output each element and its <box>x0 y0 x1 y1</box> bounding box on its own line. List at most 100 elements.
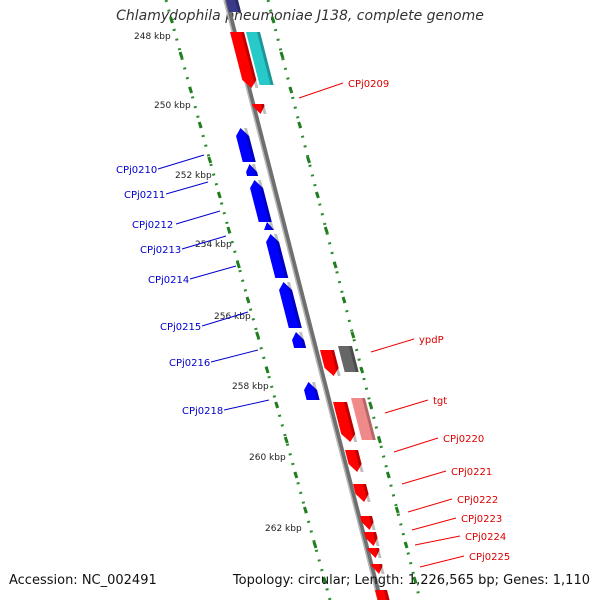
gene-arrow-forward-shade <box>379 564 385 574</box>
gene-label: CPj0221 <box>451 467 492 478</box>
gene-label: CPj0216 <box>169 358 210 369</box>
ruler-label-260: 260 kbp <box>249 453 286 463</box>
gene-arrow-forward-shade <box>261 104 267 114</box>
tick-mark <box>385 471 391 479</box>
gene-arrow-reverse-shade <box>274 234 289 278</box>
gene-arrow-forward-shade <box>363 484 371 502</box>
tick-mark <box>236 261 241 269</box>
tick-mark <box>306 156 311 164</box>
gene-arrow-forward-shade <box>376 548 382 558</box>
gene-features <box>226 0 390 600</box>
map-title: Chlamydophila pneumoniae J138, complete … <box>116 8 484 24</box>
gene-label: CPj0218 <box>182 406 223 417</box>
gene-arrow-reverse <box>304 382 320 400</box>
tick-mark <box>293 471 299 479</box>
tick-mark <box>314 191 320 199</box>
genome-summary-text: Topology: circular; Length: 1,226,565 bp… <box>232 573 590 588</box>
tick-mark <box>403 541 409 549</box>
tick-mark <box>283 436 289 444</box>
tick-mark <box>245 296 251 304</box>
feature-top-navy-shade <box>235 0 242 12</box>
tick-mark <box>226 226 232 234</box>
gene-arrow-forward <box>371 564 383 574</box>
gene-arrow-reverse-shade <box>312 382 320 400</box>
gene-arrow-forward-shade <box>384 590 390 600</box>
ruler-label-250: 250 kbp <box>154 101 191 111</box>
gene-label: CPj0211 <box>124 190 165 201</box>
tick-mark <box>274 401 280 409</box>
gene-label: CPj0210 <box>116 165 157 176</box>
gene-label: tgt <box>433 396 447 407</box>
gene-label: CPj0224 <box>465 532 506 543</box>
accession-text: Accession: NC_002491 <box>9 573 157 588</box>
gene-arrow-forward-shade <box>344 402 358 442</box>
gene-label: CPj0209 <box>348 79 389 90</box>
gene-arrow-reverse <box>246 164 259 176</box>
ruler-label-252: 252 kbp <box>175 171 212 181</box>
tick-mark <box>312 541 318 549</box>
tick-mark <box>197 121 203 129</box>
gene-arrow-reverse <box>264 222 275 230</box>
gene-label: CPj0222 <box>457 495 498 506</box>
gene-leader-lines <box>157 82 465 568</box>
gene-label: CPj0223 <box>461 514 502 525</box>
genome-backbone <box>223 0 383 600</box>
gene-arrow-reverse-shade <box>244 128 256 162</box>
gene-arrow-forward <box>364 532 378 546</box>
feature-top-navy <box>226 0 242 12</box>
feature-gray <box>338 346 359 372</box>
tick-mark <box>359 366 365 374</box>
tick-mark <box>178 51 184 59</box>
tick-mark <box>169 16 174 24</box>
gene-arrow-forward-shade <box>355 450 364 472</box>
tick-mark <box>377 436 382 444</box>
gene-labels-forward: CPj0209 ypdP tgt CPj0220 CPj0221 CPj0222… <box>348 79 510 563</box>
ruler-label-258: 258 kbp <box>232 382 269 392</box>
tick-mark <box>255 331 260 339</box>
tick-mark <box>288 86 294 94</box>
tick-mark <box>216 191 222 199</box>
gene-arrow-reverse-shade <box>299 332 307 348</box>
tick-mark <box>188 86 194 94</box>
gene-arrow-reverse <box>279 282 302 328</box>
tick-mark <box>279 51 285 59</box>
gene-arrow-forward-shade <box>369 516 376 530</box>
gene-label: CPj0214 <box>148 275 189 286</box>
tick-mark <box>264 366 270 374</box>
tick-mark <box>302 506 308 514</box>
gene-arrow-forward <box>345 450 362 472</box>
feature-faded <box>351 398 376 440</box>
gene-arrow-forward <box>333 402 356 442</box>
gene-label: CPj0213 <box>140 245 181 256</box>
gene-label: ypdP <box>419 335 444 346</box>
gene-arrow-forward-shade <box>331 350 341 376</box>
tick-mark <box>297 121 303 129</box>
gene-arrow-reverse <box>250 180 272 222</box>
gene-arrow-forward <box>353 484 369 502</box>
gene-arrow-cyan-shade <box>257 32 274 85</box>
gene-arrow-forward-shade <box>373 532 380 546</box>
gene-arrow-cyan <box>246 32 274 85</box>
gene-label: CPj0215 <box>160 322 201 333</box>
tick-mark <box>332 261 338 269</box>
tick-mark <box>207 156 213 164</box>
ruler-label-248: 248 kbp <box>134 32 171 42</box>
tick-mark <box>322 576 327 584</box>
tick-mark <box>394 506 400 514</box>
ruler-label-254: 254 kbp <box>195 240 232 250</box>
tick-mark <box>350 331 356 339</box>
tick-mark <box>412 576 418 584</box>
gene-arrow-reverse-shade <box>287 282 302 328</box>
tick-mark <box>323 226 329 234</box>
feature-faded-shade <box>362 398 376 440</box>
gene-arrow-reverse-shade <box>269 222 275 230</box>
gene-arrow-forward <box>320 350 339 376</box>
gene-labels-reverse: CPj0210 CPj0211 CPj0212 CPj0213 CPj0214 … <box>116 165 223 417</box>
gene-arrow-reverse <box>266 234 289 278</box>
gene-label: CPj0220 <box>443 434 484 445</box>
gene-arrow-reverse-shade <box>258 180 272 222</box>
tick-mark <box>368 401 374 409</box>
tick-marks <box>169 16 418 584</box>
gene-arrow-reverse <box>292 332 307 348</box>
